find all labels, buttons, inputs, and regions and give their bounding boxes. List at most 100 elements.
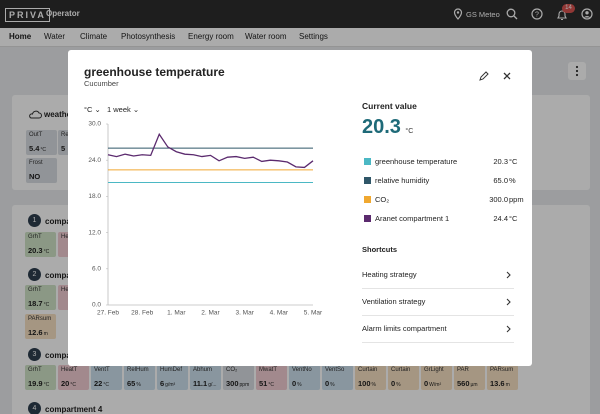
tile-value: 0	[292, 379, 297, 388]
tile-value: 5	[61, 144, 66, 153]
tile[interactable]: MwatT 51°C	[256, 365, 287, 390]
tile-unit: °C	[70, 382, 76, 388]
tile[interactable]: VentNo 0%	[289, 365, 320, 390]
nav-item[interactable]: Home	[9, 32, 32, 41]
tile-unit: °C	[40, 147, 47, 153]
chart: 0.0 6.0 12.0 18.0 24.0 30.0 27. Feb 28. Feb 1. M…	[88, 121, 323, 317]
tile-value: 65	[127, 379, 136, 388]
tile[interactable]: Abhum 11.1g/...	[190, 365, 221, 390]
shortcut-label: Alarm limits compartment	[362, 324, 447, 333]
tile-value: 11.1	[193, 379, 208, 388]
user-icon[interactable]	[581, 8, 593, 20]
tile[interactable]: OutT 5.4°C	[26, 130, 57, 155]
tile[interactable]: RelHum 65%	[124, 365, 155, 390]
menu-button[interactable]	[568, 62, 586, 80]
tile[interactable]: GrhT 18.7°C	[25, 285, 56, 310]
tile[interactable]: PAR 560µm	[454, 365, 485, 390]
tile-value: 18.7	[28, 299, 43, 308]
tile-value: 20	[61, 379, 70, 388]
chevron-icon	[506, 325, 511, 333]
tile[interactable]: Curtain 100%	[355, 365, 386, 390]
tile-label: Curtain	[391, 367, 411, 373]
tile-label: VentSo	[325, 367, 345, 373]
tile[interactable]: PARsum 12.6m	[25, 314, 56, 339]
tile-unit: °C	[103, 382, 109, 388]
legend-item[interactable]: Aranet compartment 1 24.4 °C	[362, 213, 522, 225]
tile-unit: %	[297, 382, 302, 388]
tile-value: 22	[94, 379, 103, 388]
x-tick-label: 1. Mar	[167, 310, 186, 317]
unit-select[interactable]: °C ⌄	[84, 105, 101, 114]
tile-unit: W/m²	[429, 382, 442, 388]
legend-swatch	[364, 177, 371, 184]
tile[interactable]: VentT 22°C	[91, 365, 122, 390]
tile-label: GrhT	[28, 234, 42, 240]
period-select[interactable]: 1 week ⌄	[107, 105, 140, 114]
search-icon[interactable]	[506, 8, 518, 20]
modal-title: greenhouse temperature	[84, 65, 225, 79]
x-tick-label: 5. Mar	[304, 310, 323, 317]
legend-value: 20.3	[493, 157, 508, 166]
tile[interactable]: PARsum 13.6m	[487, 365, 518, 390]
logo[interactable]: PRIVA	[5, 8, 50, 22]
tile[interactable]: GrLight 0W/m²	[421, 365, 452, 390]
tile-value: 100	[358, 379, 371, 388]
tile-label: Re	[61, 132, 69, 138]
location[interactable]: GS Meteo	[466, 10, 500, 19]
legend-item[interactable]: relative humidity 65.0%	[362, 175, 522, 187]
location-icon	[453, 8, 463, 20]
current-value: 20.3 °C	[362, 116, 413, 139]
legend-unit: °C	[509, 157, 518, 166]
legend-item[interactable]: CO₂ 300.0 ppm	[362, 194, 524, 206]
x-tick-label: 27. Feb	[97, 310, 119, 317]
tile[interactable]: CO₂ 300ppm	[223, 365, 254, 390]
tile-label: PARsum	[490, 367, 514, 373]
tile-value: 51	[259, 379, 268, 388]
tile[interactable]: VentSo 0%	[322, 365, 353, 390]
tile-label: GrLight	[424, 367, 444, 373]
edit-icon[interactable]	[478, 70, 490, 82]
y-tick-label: 30.0	[88, 121, 101, 128]
close-icon[interactable]	[502, 71, 512, 81]
shortcut-label: Ventilation strategy	[362, 297, 426, 306]
shortcut[interactable]: Ventilation strategy	[362, 288, 514, 316]
y-tick-label: 0.0	[92, 302, 101, 309]
app-name: Operator	[46, 9, 80, 18]
tile[interactable]: Curtain 0%	[388, 365, 419, 390]
nav-item[interactable]: Water room	[245, 32, 287, 41]
tile-label: He	[61, 234, 69, 240]
tile-label: OutT	[29, 132, 43, 138]
x-tick-label: 2. Mar	[201, 310, 220, 317]
nav-item[interactable]: Energy room	[188, 32, 234, 41]
legend-item[interactable]: greenhouse temperature 20.3 °C	[362, 156, 522, 168]
legend-label: Aranet compartment 1	[375, 214, 450, 223]
x-tick-label: 4. Mar	[270, 310, 289, 317]
tile[interactable]: HumDef 6g/m³	[157, 365, 188, 390]
tile-label: Curtain	[358, 367, 378, 373]
compartment-title[interactable]: compartment 4	[45, 405, 103, 414]
nav-item[interactable]: Photosynthesis	[121, 32, 176, 41]
tile-value: 19.9	[28, 379, 43, 388]
tile-unit: %	[396, 382, 401, 388]
tile[interactable]: HeatT 20°C	[58, 365, 89, 390]
shortcut[interactable]: Heating strategy	[362, 261, 514, 289]
tile[interactable]: Frost NO	[26, 158, 57, 183]
legend-value: 300.0	[489, 195, 508, 204]
tile[interactable]: GrhT 20.3°C	[25, 232, 56, 257]
shortcut[interactable]: Alarm limits compartment	[362, 315, 514, 343]
svg-text:?: ?	[535, 12, 539, 19]
tile-unit: %	[330, 382, 335, 388]
nav-item[interactable]: Settings	[299, 32, 328, 41]
tile-label: VentT	[94, 367, 110, 373]
chevron-icon	[506, 271, 511, 279]
weather-icon	[29, 110, 42, 119]
help-icon[interactable]: ?	[531, 8, 543, 20]
tile-label: Abhum	[193, 367, 213, 373]
current-label: Current value	[362, 101, 417, 111]
nav-item[interactable]: Climate	[80, 32, 108, 41]
legend-swatch	[364, 215, 371, 222]
tile-unit: °C	[43, 249, 50, 255]
nav-item[interactable]: Water	[44, 32, 66, 41]
tile[interactable]: GrhT 19.9°C	[25, 365, 56, 390]
